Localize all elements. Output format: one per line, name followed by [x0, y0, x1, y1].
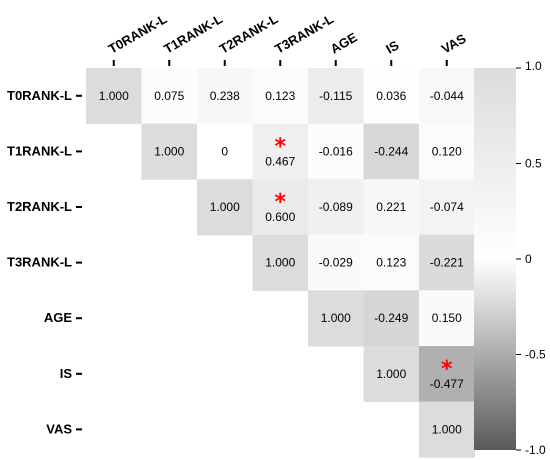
cell-value-label: 0.600 — [265, 210, 295, 224]
column-label-T2RANK-L: T2RANK-L — [217, 11, 281, 57]
cell-value-label: 0.036 — [376, 89, 406, 103]
heatmap-cell-T2RANK-L-VAS — [419, 179, 475, 236]
cell-value-label: 0.120 — [432, 144, 462, 158]
heatmap-cell-AGE-VAS — [419, 290, 475, 347]
cell-value-label: 1.000 — [210, 200, 240, 214]
colorbar: 1.0 0.5 0 -0.5 -1.0 — [474, 59, 546, 457]
row-label-T1RANK-L: T1RANK-L — [7, 143, 72, 158]
cell-value-label: -0.244 — [374, 144, 408, 158]
heatmap-cell-T0RANK-L-VAS — [419, 68, 475, 125]
heatmap-cell-T3RANK-L-AGE — [308, 234, 364, 291]
heatmap-cell-T2RANK-L-T3RANK-L — [252, 179, 309, 236]
row-labels: T0RANK-L T1RANK-L T2RANK-L T3RANK-L AGE IS VAS — [7, 88, 82, 436]
column-label-VAS: VAS — [439, 31, 469, 57]
colorbar-tick-label: 0 — [525, 252, 532, 266]
heatmap-cell-T1RANK-L-AGE — [308, 123, 364, 180]
heatmap-cells: 1.000 0.075 0.238 0.123 -0.115 0.036 -0.044 1.0… — [86, 68, 475, 458]
row-label-T3RANK-L: T3RANK-L — [7, 255, 72, 270]
heatmap-cell-T1RANK-L-T2RANK-L — [197, 123, 253, 180]
heatmap-cell-T1RANK-L-IS — [363, 123, 420, 180]
cell-value-label: -0.074 — [430, 200, 464, 214]
heatmap-cell-T2RANK-L-IS — [363, 179, 420, 236]
column-label-AGE: AGE — [328, 29, 360, 56]
colorbar-tick-label: -0.5 — [525, 348, 546, 362]
heatmap-cell-T1RANK-L-T3RANK-L — [252, 123, 309, 180]
column-label-T0RANK-L: T0RANK-L — [106, 11, 170, 57]
heatmap-cell-T3RANK-L-VAS — [419, 234, 475, 291]
cell-value-label: -0.029 — [319, 256, 353, 270]
cell-value-label: 1.000 — [154, 144, 184, 158]
heatmap-cell-T2RANK-L-T2RANK-L — [197, 179, 253, 236]
heatmap-cell-IS-IS — [363, 346, 420, 403]
significance-marker: * — [274, 190, 286, 215]
colorbar-gradient — [474, 68, 516, 450]
heatmap-cell-T0RANK-L-T0RANK-L — [86, 68, 142, 125]
row-label-IS: IS — [60, 366, 73, 381]
colorbar-tick-label: -1.0 — [525, 443, 546, 457]
heatmap-cell-T3RANK-L-IS — [363, 234, 420, 291]
cell-value-label: 1.000 — [265, 256, 295, 270]
cell-value-label: -0.221 — [430, 256, 464, 270]
cell-value-label: 1.000 — [321, 311, 351, 325]
cell-value-label: 1.000 — [99, 89, 129, 103]
column-label-T1RANK-L: T1RANK-L — [161, 11, 225, 57]
heatmap-cell-T0RANK-L-T2RANK-L — [197, 68, 253, 125]
cell-value-label: 1.000 — [376, 367, 406, 381]
heatmap-cell-AGE-AGE — [308, 290, 364, 347]
heatmap-cell-T0RANK-L-T1RANK-L — [141, 68, 198, 125]
column-label-IS: IS — [383, 37, 401, 56]
heatmap-cell-T3RANK-L-T3RANK-L — [252, 234, 309, 291]
heatmap-cell-T1RANK-L-T1RANK-L — [141, 123, 198, 180]
cell-value-label: 0.150 — [432, 311, 462, 325]
significance-marker: * — [274, 134, 286, 159]
row-label-VAS: VAS — [46, 421, 72, 436]
heatmap-cell-AGE-IS — [363, 290, 420, 347]
row-label-T0RANK-L: T0RANK-L — [7, 88, 72, 103]
cell-value-label: 1.000 — [432, 422, 462, 436]
heatmap-cell-T2RANK-L-AGE — [308, 179, 364, 236]
colorbar-tick-label: 1.0 — [525, 59, 542, 73]
cell-value-label: -0.016 — [319, 144, 353, 158]
cell-value-label: 0.075 — [154, 89, 184, 103]
heatmap-cell-T0RANK-L-AGE — [308, 68, 364, 125]
cell-value-label: -0.089 — [319, 200, 353, 214]
heatmap-cell-T0RANK-L-T3RANK-L — [252, 68, 309, 125]
cell-value-label: 0.221 — [376, 200, 406, 214]
row-label-AGE: AGE — [44, 310, 73, 325]
significance-marker: * — [441, 357, 453, 382]
cell-value-label: 0.123 — [265, 89, 295, 103]
colorbar-tick-label: 0.5 — [525, 157, 542, 171]
heatmap-cell-VAS-VAS — [419, 401, 475, 458]
cell-value-label: -0.115 — [319, 89, 352, 103]
heatmap-cell-T0RANK-L-IS — [363, 68, 420, 125]
column-label-T3RANK-L: T3RANK-L — [272, 11, 336, 57]
heatmap-cell-T1RANK-L-VAS — [419, 123, 475, 180]
cell-value-label: -0.044 — [430, 89, 464, 103]
cell-value-label: 0 — [221, 144, 228, 158]
cell-value-label: 0.123 — [376, 256, 406, 270]
row-label-T2RANK-L: T2RANK-L — [7, 199, 72, 214]
cell-value-label: -0.477 — [430, 377, 464, 391]
cell-value-label: 0.238 — [210, 89, 240, 103]
heatmap-cell-IS-VAS — [419, 346, 475, 403]
cell-value-label: 0.467 — [265, 154, 295, 168]
cell-value-label: -0.249 — [374, 311, 408, 325]
